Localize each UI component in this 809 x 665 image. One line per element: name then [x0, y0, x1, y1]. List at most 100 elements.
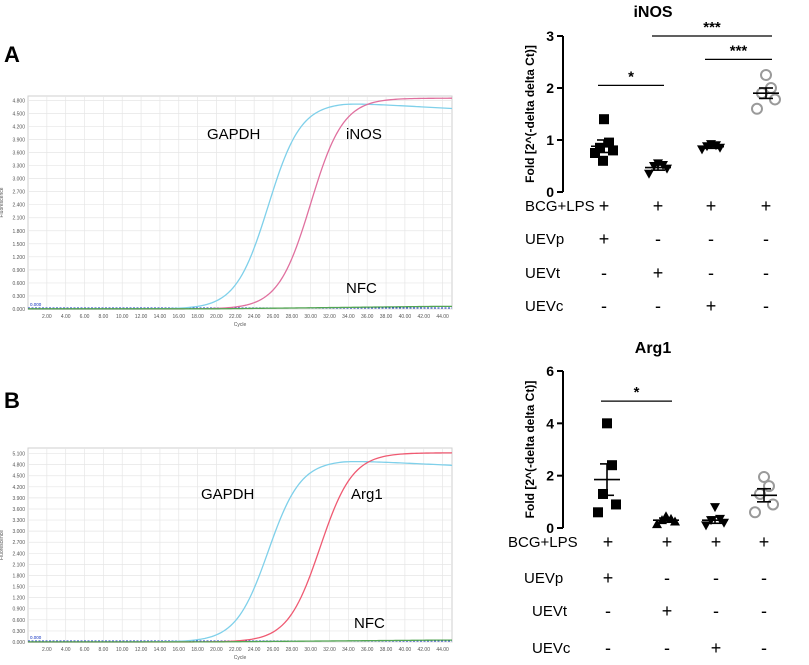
- data-point: [758, 470, 770, 483]
- x-tick-label: 6.00: [80, 314, 90, 320]
- y-tick-label: 1.500: [12, 585, 25, 591]
- y-tick-label: 2: [546, 468, 554, 484]
- x-tick-label: 2.00: [42, 647, 52, 653]
- treatment-sign: -: [713, 601, 719, 621]
- y-tick-label: 4: [546, 415, 554, 431]
- significance-label: *: [628, 68, 634, 85]
- plot-frame: [27, 447, 453, 643]
- amplification-curve-nfc: [28, 639, 452, 643]
- y-tick-label: 4.800: [12, 463, 25, 469]
- y-tick-label: 1.800: [12, 573, 25, 579]
- x-tick-label: 24.00: [248, 647, 261, 653]
- chart-title: iNOS: [633, 4, 672, 21]
- y-tick-label: 0.000: [12, 307, 25, 313]
- y-tick-label: 2.400: [12, 551, 25, 557]
- x-tick-label: 40.00: [399, 647, 412, 653]
- panel-letter-b: B: [4, 388, 20, 413]
- y-tick-label: 2.400: [12, 203, 25, 209]
- treatment-sign: +: [652, 263, 664, 283]
- dot-plot-arg1: Arg1 0 2 4 6 Fold [2^(-delta delta Ct)] *: [523, 340, 779, 536]
- significance-label: ***: [703, 19, 721, 36]
- y-tick-label: 2.100: [12, 562, 25, 568]
- treatment-sign: +: [602, 568, 614, 588]
- x-tick-label: 38.00: [380, 314, 393, 320]
- data-point: [749, 506, 761, 519]
- threshold-label: 0.000: [30, 635, 42, 640]
- x-tick-label: 44.00: [436, 314, 449, 320]
- y-tick-label: 0.000: [12, 640, 25, 646]
- x-tick-label: 38.00: [380, 647, 393, 653]
- x-tick-label: 42.00: [417, 647, 430, 653]
- data-point: [599, 114, 609, 125]
- curve-label-nfc: NFC: [346, 280, 377, 297]
- y-tick-label: 3.600: [12, 507, 25, 513]
- data-point: [611, 499, 621, 510]
- data-point: [604, 137, 614, 148]
- data-point: [760, 69, 772, 81]
- x-tick-label: 8.00: [99, 647, 109, 653]
- x-tick-label: 10.00: [116, 647, 129, 653]
- qpcr-amplification-plot-arg1: 0.000 0.300 0.600 0.900 1.200 1.500 1.800 2.100…: [0, 447, 453, 661]
- treatment-row-label: UEVp: [524, 570, 564, 587]
- curve-label-gapdh: GAPDH: [201, 486, 254, 503]
- treatment-sign: -: [664, 638, 670, 658]
- y-tick-label: 0.900: [12, 607, 25, 613]
- y-tick-label: 1.200: [12, 596, 25, 602]
- y-tick-label: 0: [546, 520, 554, 536]
- y-tick-label: 2.100: [12, 216, 25, 222]
- y-tick-label: 5.100: [12, 452, 25, 458]
- y-tick-label: 3.000: [12, 529, 25, 535]
- significance-label: *: [634, 384, 640, 401]
- y-tick-label: 6: [546, 363, 554, 379]
- data-point: [653, 159, 663, 169]
- data-point: [767, 498, 779, 511]
- treatment-sign: -: [763, 263, 769, 283]
- y-axis-label: Fluorescence: [0, 187, 5, 217]
- data-point: [607, 460, 617, 471]
- treatment-sign: -: [763, 296, 769, 316]
- significance-label: ***: [730, 42, 748, 59]
- y-tick-label: 0.600: [12, 618, 25, 624]
- y-tick-label: 3.000: [12, 177, 25, 183]
- x-tick-label: 4.00: [61, 314, 71, 320]
- treatment-sign: -: [763, 229, 769, 249]
- treatment-sign: +: [705, 296, 717, 316]
- x-tick-label: 44.00: [436, 647, 449, 653]
- curve-label-gapdh: GAPDH: [207, 126, 260, 143]
- data-point: [608, 145, 618, 156]
- x-tick-label: 36.00: [361, 314, 374, 320]
- y-tick-label: 1.800: [12, 229, 25, 235]
- data-point: [751, 102, 763, 115]
- x-tick-label: 24.00: [248, 314, 261, 320]
- x-tick-label: 20.00: [210, 314, 223, 320]
- x-tick-label: 2.00: [42, 314, 52, 320]
- data-point: [590, 148, 600, 158]
- y-tick-label: 2: [546, 80, 554, 96]
- treatment-row-label: UEVc: [532, 640, 571, 657]
- treatment-sign: -: [761, 638, 767, 658]
- treatment-sign: +: [598, 196, 610, 216]
- x-tick-label: 20.00: [210, 647, 223, 653]
- x-tick-label: 10.00: [116, 314, 129, 320]
- x-tick-label: 34.00: [342, 314, 355, 320]
- treatment-sign: -: [605, 601, 611, 621]
- treatment-sign: -: [664, 568, 670, 588]
- x-tick-label: 42.00: [417, 314, 430, 320]
- y-tick-label: 3: [546, 28, 554, 44]
- y-tick-label: 4.500: [12, 111, 25, 117]
- data-point: [598, 488, 608, 499]
- treatment-row-label: UEVc: [525, 298, 564, 315]
- y-tick-label: 1.200: [12, 255, 25, 261]
- y-tick-label: 3.900: [12, 496, 25, 502]
- x-tick-label: 32.00: [323, 314, 336, 320]
- treatment-sign: -: [601, 263, 607, 283]
- y-axis-label: Fold [2^(-delta delta Ct)]: [523, 45, 537, 183]
- threshold-label: 0.000: [30, 302, 42, 307]
- curve-label-inos: iNOS: [346, 126, 382, 143]
- x-tick-label: 8.00: [99, 314, 109, 320]
- y-tick-label: 2.700: [12, 540, 25, 546]
- x-tick-label: 30.00: [304, 647, 317, 653]
- y-tick-label: 3.300: [12, 518, 25, 524]
- x-tick-label: 4.00: [61, 647, 71, 653]
- treatment-sign: +: [598, 229, 610, 249]
